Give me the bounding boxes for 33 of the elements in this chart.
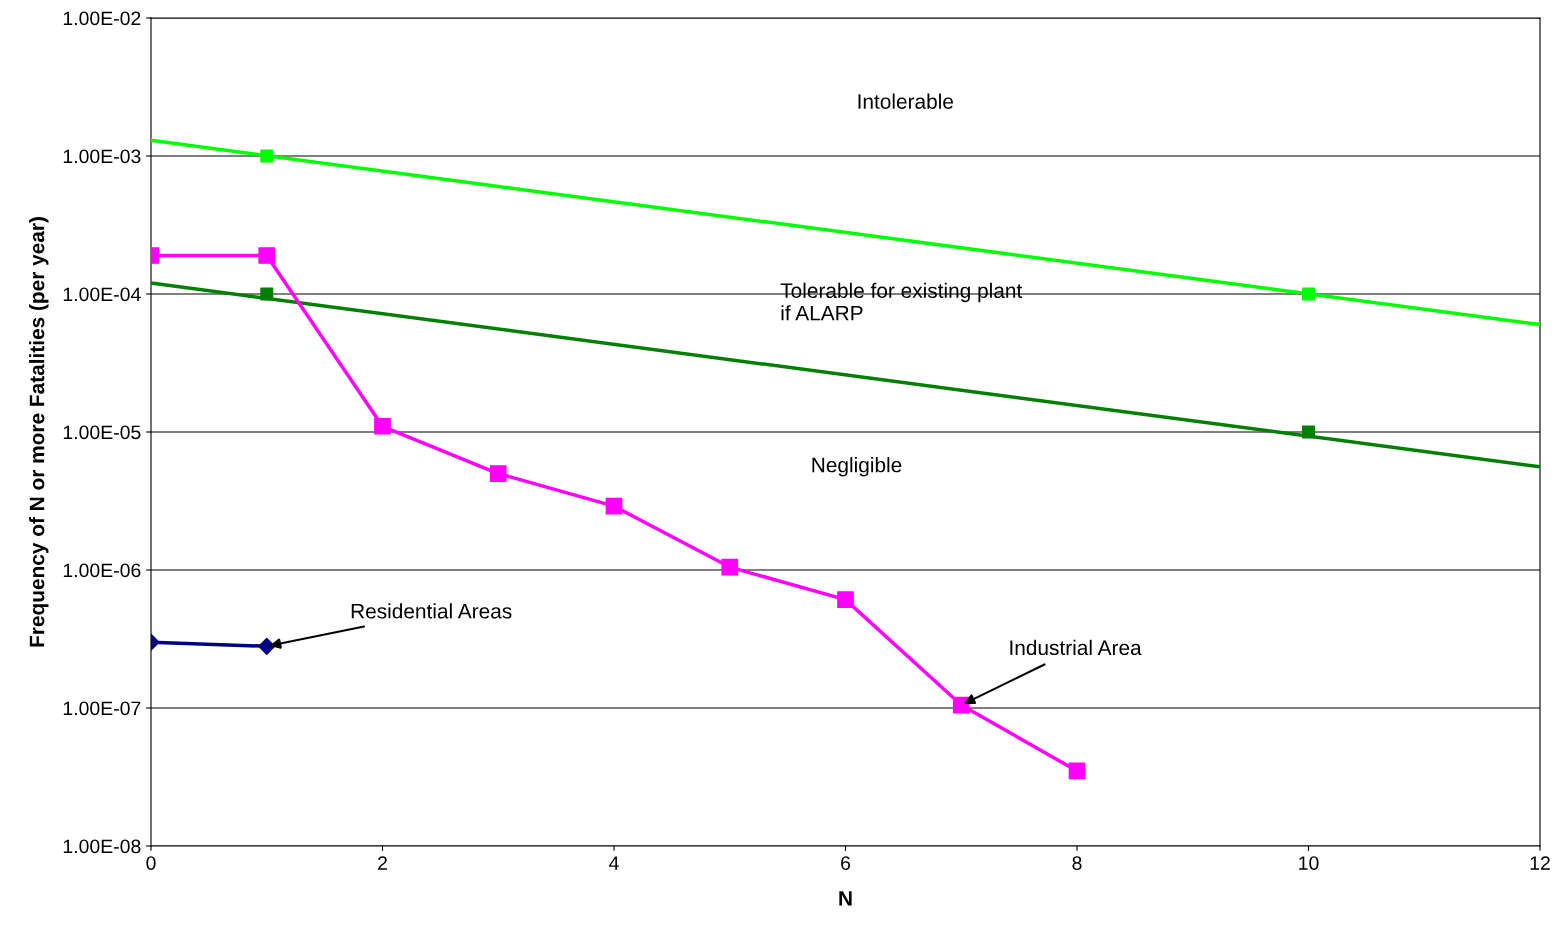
point [1068, 762, 1086, 780]
y-tick-label: 1.00E-04 [63, 287, 141, 302]
annotation: Intolerable [858, 93, 953, 109]
y-tick-label: 1.00E-02 [63, 11, 141, 26]
point [260, 287, 274, 301]
x-tick-label: 2 [378, 856, 387, 870]
x-tick-label: 8 [1072, 856, 1082, 870]
point [952, 696, 970, 714]
point [1301, 287, 1316, 301]
point [489, 465, 507, 482]
y-axis-title: Frequency of N or more Fatalities (per year) [29, 217, 49, 647]
x-axis-title: N [839, 891, 852, 906]
annotation: Industrial Area [1010, 639, 1142, 656]
y-tick-label: 1.00E-03 [63, 149, 141, 164]
point [258, 247, 276, 264]
y-tick-label: 1.00E-05 [63, 425, 141, 440]
annotation: Tolerable for existing plant if ALARP [780, 282, 1023, 321]
point [374, 417, 391, 435]
x-tick-label: 10 [1299, 856, 1319, 870]
y-tick-label: 1.00E-06 [63, 563, 141, 578]
y-tick-label: 1.00E-07 [63, 701, 141, 716]
x-tick-label: 6 [841, 856, 851, 870]
x-tick-label: 4 [609, 856, 619, 870]
point [1301, 425, 1316, 439]
point [837, 591, 854, 608]
point [721, 558, 739, 576]
annotation: Negligible [812, 457, 902, 477]
annotation: Residential Areas [351, 603, 512, 619]
x-tick-label: 0 [146, 856, 156, 870]
point [260, 149, 274, 163]
y-tick-label: 1.00E-08 [63, 839, 141, 854]
x-tick-label: 12 [1530, 856, 1550, 870]
point [605, 497, 623, 515]
